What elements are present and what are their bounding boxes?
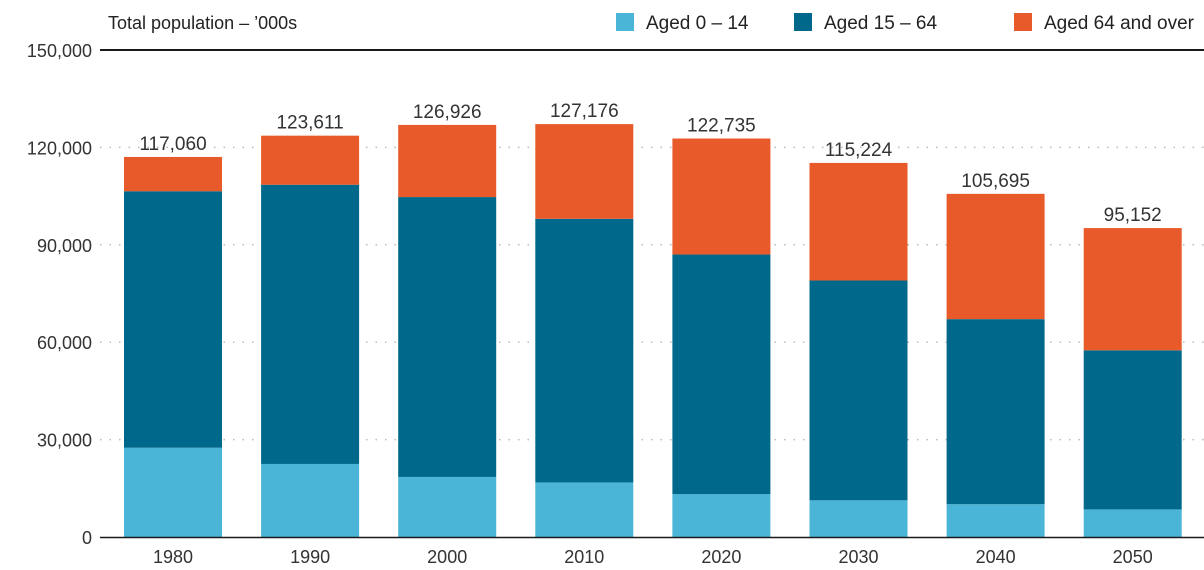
bar-segment-aged-15-64-1980 <box>124 191 222 448</box>
y-tick-label: 60,000 <box>37 333 92 353</box>
bar-segment-aged-64-over-2050 <box>1083 228 1182 351</box>
x-tick-label: 2020 <box>701 547 741 567</box>
bar-segment-aged-0-14-2020 <box>672 494 771 537</box>
y-tick-label: 120,000 <box>27 138 92 158</box>
bar-segment-aged-64-over-1990 <box>261 135 360 185</box>
bar-segment-aged-15-64-2020 <box>672 254 771 495</box>
bar-segment-aged-0-14-2000 <box>398 476 497 537</box>
bar-segment-aged-0-14-2030 <box>809 500 908 537</box>
bar-segment-aged-64-over-2020 <box>672 138 771 255</box>
legend-label: Aged 64 and over <box>1044 13 1195 34</box>
bar-segment-aged-15-64-2040 <box>946 319 1045 505</box>
y-tick-label: 30,000 <box>37 431 92 451</box>
bar-segment-aged-15-64-2030 <box>809 280 908 501</box>
legend-item-aged-15-64: Aged 15 – 64 <box>794 13 937 34</box>
bar-segment-aged-64-over-2000 <box>398 124 497 198</box>
bar-segment-aged-15-64-2000 <box>398 197 497 477</box>
x-tick-label: 2000 <box>427 547 467 567</box>
bar-segment-aged-15-64-2050 <box>1083 350 1182 510</box>
total-label: 105,695 <box>961 171 1030 192</box>
legend-item-aged-0-14: Aged 0 – 14 <box>616 13 749 34</box>
bar-segment-aged-0-14-2040 <box>946 504 1045 537</box>
total-label: 127,176 <box>550 101 619 122</box>
bar-segment-aged-0-14-1990 <box>261 463 360 537</box>
y-axis: 0 30,000 60,000 90,000 120,000 150,000 <box>27 41 92 548</box>
legend-swatch <box>794 13 812 31</box>
total-label: 123,611 <box>276 113 343 134</box>
legend: Aged 0 – 14 Aged 15 – 64 Aged 64 and over <box>616 13 1195 34</box>
legend-label: Aged 15 – 64 <box>824 13 937 34</box>
total-label: 126,926 <box>413 102 482 123</box>
legend-swatch <box>1014 13 1032 31</box>
bars <box>124 124 1182 537</box>
x-tick-label: 2040 <box>976 547 1016 567</box>
x-tick-label: 2030 <box>838 547 878 567</box>
total-labels: 117,060 123,611 126,926 127,176 122,735 115,2… <box>139 101 1161 226</box>
bar-segment-aged-0-14-2050 <box>1083 509 1182 537</box>
x-tick-label: 2050 <box>1113 547 1153 567</box>
y-tick-label: 90,000 <box>37 236 92 256</box>
bar-segment-aged-64-over-2040 <box>946 193 1045 320</box>
legend-item-aged-64-over: Aged 64 and over <box>1014 13 1195 34</box>
bar-segment-aged-0-14-1980 <box>124 447 222 537</box>
x-tick-label: 2010 <box>564 547 604 567</box>
x-tick-label: 1990 <box>290 547 330 567</box>
bar-segment-aged-15-64-1990 <box>261 184 360 464</box>
chart-title: Total population – ’000s <box>108 13 297 33</box>
total-label: 122,735 <box>687 116 756 137</box>
y-tick-label: 0 <box>82 528 92 548</box>
legend-label: Aged 0 – 14 <box>646 13 749 34</box>
total-label: 115,224 <box>825 140 893 161</box>
x-axis: 1980 1990 2000 2010 2020 2030 2040 2050 <box>100 536 1204 567</box>
bar-segment-aged-64-over-2010 <box>535 124 634 219</box>
bar-segment-aged-64-over-2030 <box>809 162 908 281</box>
total-label: 95,152 <box>1104 205 1162 226</box>
y-tick-label: 150,000 <box>27 41 92 61</box>
x-tick-label: 1980 <box>153 547 193 567</box>
bar-segment-aged-0-14-2010 <box>535 482 634 537</box>
gridlines <box>100 49 1204 441</box>
bar-segment-aged-64-over-1980 <box>124 156 222 192</box>
total-label: 117,060 <box>139 134 206 155</box>
bar-segment-aged-15-64-2010 <box>535 218 634 483</box>
legend-swatch <box>616 13 634 31</box>
